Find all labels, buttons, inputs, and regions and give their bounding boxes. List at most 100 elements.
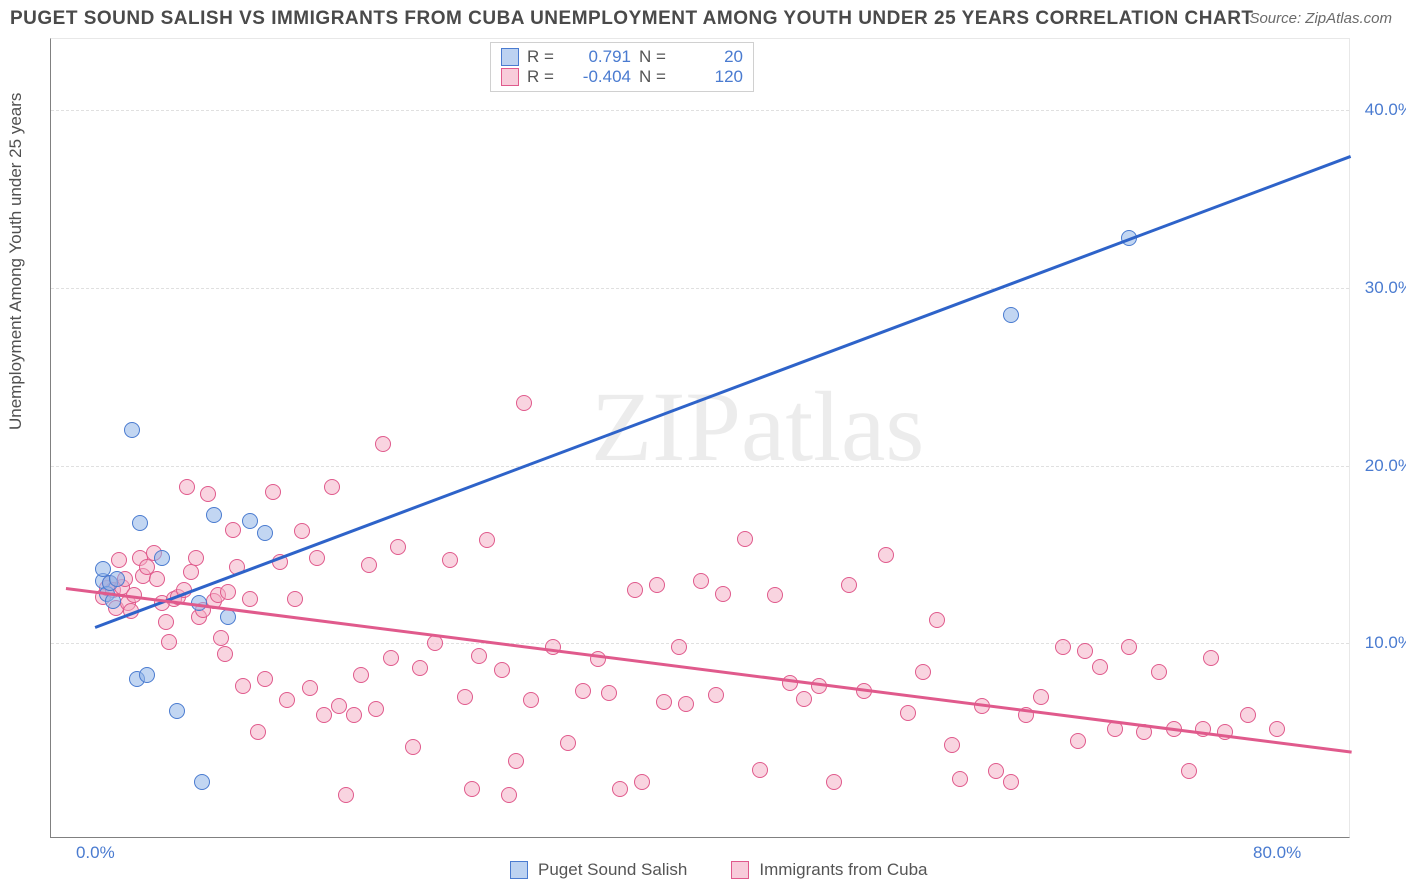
- data-point: [161, 634, 177, 650]
- legend-r-value-2: -0.404: [571, 67, 631, 87]
- data-point: [225, 522, 241, 538]
- chart-title: PUGET SOUND SALISH VS IMMIGRANTS FROM CU…: [10, 8, 1254, 30]
- data-point: [1077, 643, 1093, 659]
- data-point: [368, 701, 384, 717]
- source-attribution: Source: ZipAtlas.com: [1249, 10, 1392, 27]
- x-tick-label: 0.0%: [76, 843, 115, 863]
- data-point: [560, 735, 576, 751]
- data-point: [109, 571, 125, 587]
- x-tick-label: 80.0%: [1253, 843, 1301, 863]
- data-point: [471, 648, 487, 664]
- data-point: [464, 781, 480, 797]
- data-point: [1003, 774, 1019, 790]
- data-point: [405, 739, 421, 755]
- regression-line: [95, 155, 1352, 628]
- data-point: [479, 532, 495, 548]
- data-point: [988, 763, 1004, 779]
- data-point: [671, 639, 687, 655]
- data-point: [179, 479, 195, 495]
- y-tick-label: 30.0%: [1355, 278, 1406, 298]
- data-point: [693, 573, 709, 589]
- swatch-blue: [501, 48, 519, 66]
- correlation-legend: R = 0.791 N = 20 R = -0.404 N = 120: [490, 42, 754, 92]
- data-point: [287, 591, 303, 607]
- series-legend: Puget Sound Salish Immigrants from Cuba: [510, 860, 928, 880]
- data-point: [324, 479, 340, 495]
- data-point: [1070, 733, 1086, 749]
- data-point: [331, 698, 347, 714]
- legend-n-label: N =: [639, 47, 675, 67]
- data-point: [427, 635, 443, 651]
- data-point: [442, 552, 458, 568]
- legend-row-series-1: R = 0.791 N = 20: [501, 47, 743, 67]
- data-point: [715, 586, 731, 602]
- data-point: [309, 550, 325, 566]
- watermark: ZIPatlas: [591, 369, 924, 484]
- y-tick-label: 40.0%: [1355, 100, 1406, 120]
- data-point: [944, 737, 960, 753]
- data-point: [250, 724, 266, 740]
- legend-n-label: N =: [639, 67, 675, 87]
- data-point: [361, 557, 377, 573]
- data-point: [235, 678, 251, 694]
- data-point: [1033, 689, 1049, 705]
- data-point: [900, 705, 916, 721]
- data-point: [575, 683, 591, 699]
- data-point: [634, 774, 650, 790]
- data-point: [139, 667, 155, 683]
- data-point: [353, 667, 369, 683]
- data-point: [1181, 763, 1197, 779]
- data-point: [149, 571, 165, 587]
- data-point: [111, 552, 127, 568]
- swatch-blue: [510, 861, 528, 879]
- data-point: [878, 547, 894, 563]
- data-point: [516, 395, 532, 411]
- data-point: [213, 630, 229, 646]
- data-point: [649, 577, 665, 593]
- data-point: [508, 753, 524, 769]
- data-point: [242, 591, 258, 607]
- data-point: [257, 671, 273, 687]
- data-point: [346, 707, 362, 723]
- data-point: [124, 422, 140, 438]
- data-point: [169, 703, 185, 719]
- data-point: [627, 582, 643, 598]
- data-point: [841, 577, 857, 593]
- data-point: [601, 685, 617, 701]
- legend-n-value-1: 20: [683, 47, 743, 67]
- gridline: [51, 466, 1349, 467]
- data-point: [158, 614, 174, 630]
- data-point: [265, 484, 281, 500]
- data-point: [501, 787, 517, 803]
- data-point: [1151, 664, 1167, 680]
- gridline: [51, 643, 1349, 644]
- data-point: [656, 694, 672, 710]
- scatter-plot-area: ZIPatlas 10.0%20.0%30.0%40.0%0.0%80.0%: [50, 38, 1350, 838]
- legend-r-label: R =: [527, 67, 563, 87]
- data-point: [1092, 659, 1108, 675]
- swatch-pink: [731, 861, 749, 879]
- series-1-name: Puget Sound Salish: [538, 860, 687, 880]
- data-point: [279, 692, 295, 708]
- data-point: [194, 774, 210, 790]
- y-tick-label: 10.0%: [1355, 633, 1406, 653]
- data-point: [826, 774, 842, 790]
- data-point: [206, 507, 222, 523]
- data-point: [338, 787, 354, 803]
- data-point: [294, 523, 310, 539]
- data-point: [375, 436, 391, 452]
- data-point: [457, 689, 473, 705]
- data-point: [302, 680, 318, 696]
- data-point: [220, 609, 236, 625]
- data-point: [316, 707, 332, 723]
- data-point: [1240, 707, 1256, 723]
- data-point: [257, 525, 273, 541]
- data-point: [1003, 307, 1019, 323]
- data-point: [242, 513, 258, 529]
- data-point: [737, 531, 753, 547]
- data-point: [929, 612, 945, 628]
- data-point: [678, 696, 694, 712]
- data-point: [796, 691, 812, 707]
- data-point: [217, 646, 233, 662]
- data-point: [767, 587, 783, 603]
